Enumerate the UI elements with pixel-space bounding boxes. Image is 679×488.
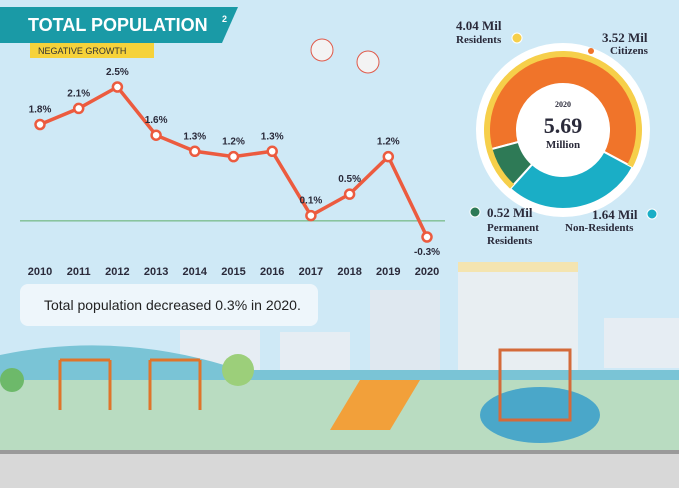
data-label: 1.2%	[222, 137, 245, 148]
donut-chart	[469, 32, 658, 220]
x-tick-label: 2015	[221, 266, 245, 278]
data-label: -0.3%	[414, 247, 440, 258]
x-tick-label: 2017	[299, 266, 323, 278]
title-superscript: 2	[222, 14, 227, 24]
chart-title: TOTAL POPULATION	[28, 15, 208, 35]
ring	[484, 51, 642, 189]
ring-value-label: 4.04 Mil	[456, 18, 502, 33]
donut-center	[519, 86, 607, 174]
point	[227, 150, 240, 163]
x-tick-label: 2013	[144, 266, 168, 278]
point	[343, 188, 356, 200]
segment-name: Permanent Residents	[487, 222, 539, 247]
x-tick-label: 2011	[67, 266, 91, 278]
x-tick-label: 2014	[183, 266, 208, 278]
data-label: 0.5%	[338, 174, 361, 185]
point	[34, 118, 46, 131]
scene	[0, 38, 679, 488]
x-tick-label: 2012	[105, 266, 129, 278]
point	[421, 231, 433, 243]
ring-dot	[511, 32, 523, 44]
x-tick-label: 2010	[28, 266, 52, 278]
segment-value-label: 3.52 Mil	[602, 30, 648, 45]
title-banner	[0, 7, 238, 43]
x-tick-label: 2020	[415, 266, 439, 278]
x-tick-label: 2018	[337, 266, 361, 278]
data-label: 2.5%	[106, 67, 129, 78]
data-label: 2.1%	[67, 88, 90, 99]
point	[72, 102, 85, 115]
point	[189, 145, 201, 158]
data-label: 1.2%	[377, 137, 400, 148]
data-label: 1.6%	[145, 115, 168, 126]
donut-unit: Million	[545, 139, 581, 151]
note-box	[20, 284, 318, 326]
subtitle: NEGATIVE GROWTH	[38, 46, 126, 56]
data-label: 1.3%	[261, 131, 284, 142]
point	[305, 209, 317, 222]
line-chart: 1.8% 2010 2.1% 2011 2.5% 2012 1.6% 2013 1.3% 2014…	[20, 67, 445, 278]
ring-name: Residents	[456, 34, 502, 46]
donut-total: 5.69	[543, 113, 583, 138]
point	[111, 81, 124, 93]
segment-name: Citizens	[610, 45, 648, 57]
segment	[508, 150, 635, 210]
segment-dot	[588, 48, 594, 54]
segment-name: Non-Residents	[565, 222, 634, 234]
point	[382, 150, 395, 163]
note: Total population decreased 0.3% in 2020.	[44, 297, 301, 313]
subtitle-tag	[30, 43, 154, 58]
data-label: 0.1%	[300, 196, 323, 207]
donut-year: 2020	[555, 100, 571, 109]
x-tick-label: 2019	[376, 266, 400, 278]
segment-dot	[469, 206, 481, 218]
segment-value-label: 1.64 Mil	[592, 207, 638, 222]
data-label: 1.8%	[29, 105, 52, 116]
point	[266, 145, 278, 158]
x-tick-label: 2016	[260, 266, 284, 278]
segment-value-label: 0.52 Mil	[487, 205, 533, 220]
data-label: 1.3%	[183, 131, 206, 142]
segment-dot	[646, 208, 658, 220]
point	[150, 129, 162, 141]
